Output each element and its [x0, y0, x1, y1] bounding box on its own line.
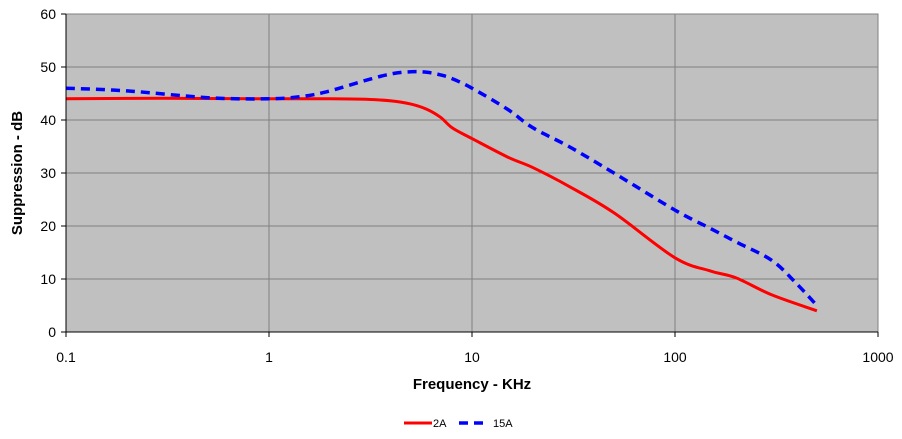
y-axis-title: Suppression - dB [9, 111, 26, 235]
y-tick-label: 30 [40, 165, 56, 181]
y-tick-label: 10 [40, 271, 56, 287]
series-line-15A [65, 69, 819, 307]
legend: 2A 15A [395, 412, 537, 434]
x-tick-label: 1 [265, 349, 273, 365]
x-tick-label: 100 [663, 349, 687, 365]
x-tick-labels: 0.1 1 10 100 1000 [56, 332, 894, 365]
legend-label-15A: 15A [493, 418, 513, 430]
x-tick-label: 10 [464, 349, 480, 365]
series-line-2A [65, 96, 818, 313]
y-tick-label: 20 [40, 218, 56, 234]
x-tick-label: 1000 [862, 349, 893, 365]
x-tick-label: 0.1 [56, 349, 76, 365]
legend-label-2A: 2A [433, 418, 447, 430]
x-axis-title: Frequency - KHz [413, 376, 531, 393]
series-layer [65, 69, 819, 313]
y-tick-label: 0 [48, 324, 56, 340]
y-tick-label: 60 [40, 6, 56, 22]
y-tick-label: 50 [40, 59, 56, 75]
y-tick-labels: 0 10 20 30 40 50 60 [40, 6, 66, 340]
y-tick-label: 40 [40, 112, 56, 128]
